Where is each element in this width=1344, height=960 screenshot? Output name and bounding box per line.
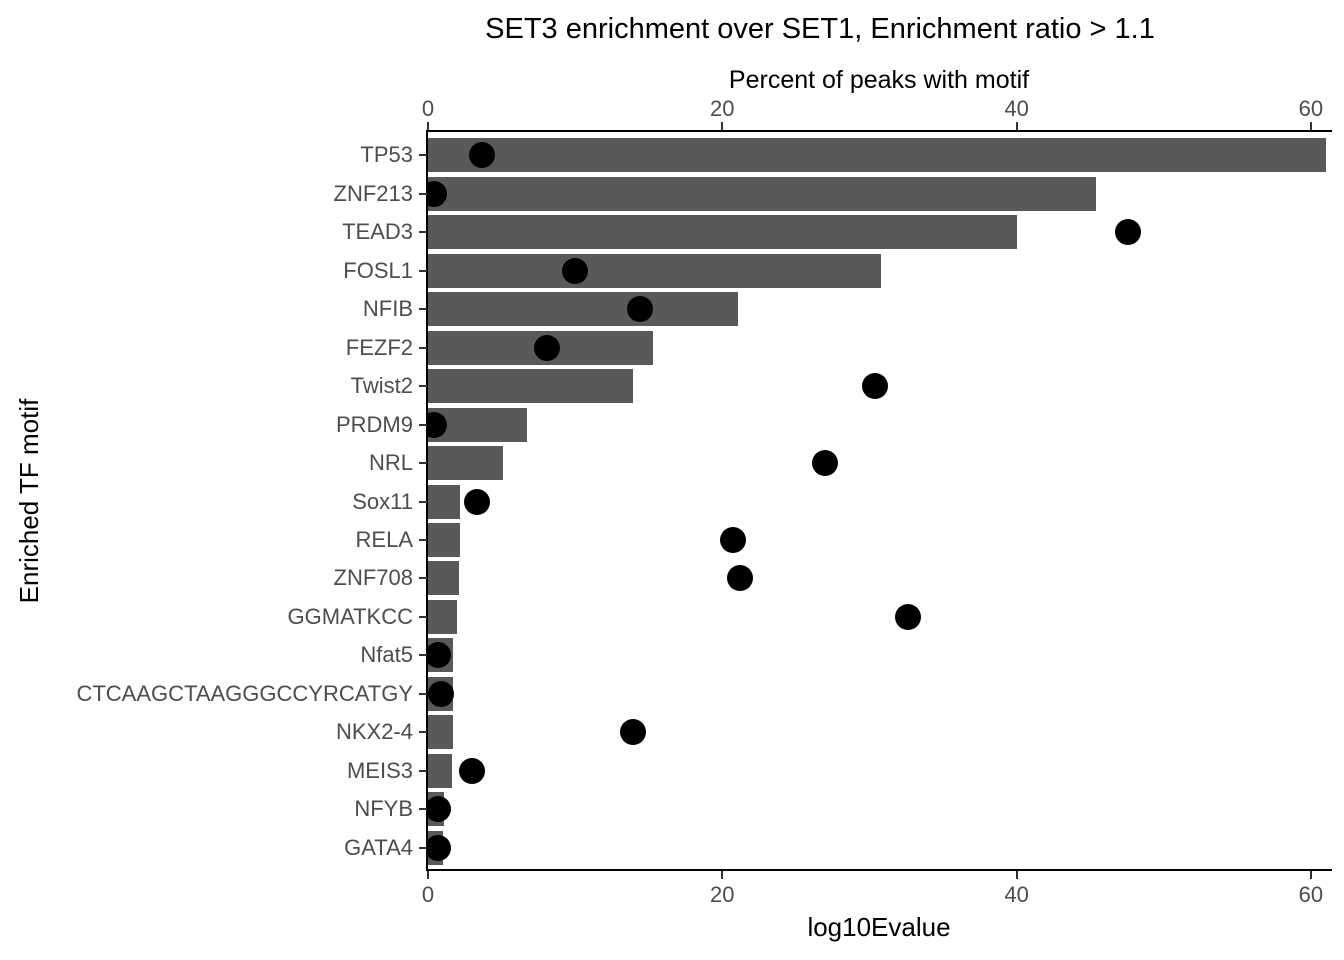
chart-title: SET3 enrichment over SET1, Enrichment ra… <box>485 13 1155 45</box>
category-tick <box>419 615 427 618</box>
bottom-axis-title: log10Evalue <box>807 912 951 942</box>
point-FEZF2 <box>534 334 561 361</box>
point-NKX2-4 <box>619 719 646 746</box>
category-tick <box>419 346 427 349</box>
category-label: FOSL1 <box>343 257 413 283</box>
category-tick <box>419 462 427 464</box>
category-tick <box>419 154 427 157</box>
category-label: FEZF2 <box>345 334 413 360</box>
bottom-axis-tick-label: 60 <box>1298 882 1324 907</box>
category-label: NFYB <box>354 796 413 822</box>
bar-TP53 <box>428 138 1326 173</box>
category-tick <box>419 423 427 426</box>
point-RELA <box>719 526 746 553</box>
top-axis-tick-label: 60 <box>1298 96 1324 121</box>
category-tick <box>419 692 427 695</box>
bar-ZNF708 <box>428 561 459 596</box>
left-axis-line <box>426 130 428 871</box>
category-tick <box>419 269 427 272</box>
category-label: PRDM9 <box>335 411 413 437</box>
bar-TEAD3 <box>428 215 1017 250</box>
category-label: TEAD3 <box>342 219 413 245</box>
bottom-axis-tick <box>427 871 429 879</box>
category-tick <box>419 808 427 811</box>
bottom-axis-tick <box>1015 871 1018 879</box>
category-tick <box>419 308 427 311</box>
category-label: Twist2 <box>350 373 413 399</box>
point-CTCAAGCTAAGGGCCYRCATGY <box>428 680 455 707</box>
top-axis-tick-label: 20 <box>710 96 735 121</box>
point-FOSL1 <box>562 257 589 284</box>
bottom-axis-line <box>426 869 1332 871</box>
point-NRL <box>812 450 839 476</box>
bar-FOSL1 <box>428 253 882 288</box>
bar-NRL <box>428 446 504 480</box>
bar-RELA <box>428 522 461 557</box>
category-label: NRL <box>368 450 413 475</box>
bottom-axis-tick-label: 40 <box>1004 882 1029 907</box>
point-TP53 <box>469 142 496 169</box>
top-axis-title: Percent of peaks with motif <box>728 66 1030 94</box>
bar-Sox11 <box>428 484 461 519</box>
category-label: RELA <box>355 526 413 552</box>
top-axis-tick <box>1015 122 1018 130</box>
category-tick <box>419 577 427 580</box>
category-label: GATA4 <box>344 834 413 860</box>
point-PRDM9 <box>428 411 447 438</box>
point-NFIB <box>626 296 653 323</box>
top-axis-tick-label: 40 <box>1004 96 1029 121</box>
category-tick <box>419 231 427 234</box>
category-label: GGMATKCC <box>287 603 413 629</box>
category-label: Sox11 <box>352 488 413 514</box>
point-MEIS3 <box>459 757 486 784</box>
top-axis-tick-label: 0 <box>421 96 435 121</box>
point-GATA4 <box>428 834 452 861</box>
category-label: TP53 <box>360 142 413 168</box>
bar-NKX2-4 <box>428 715 453 750</box>
point-GGMATKCC <box>894 603 921 630</box>
top-axis-line <box>426 130 1332 132</box>
category-label: ZNF213 <box>333 180 413 206</box>
bottom-axis-tick <box>721 871 724 879</box>
top-axis-tick <box>721 122 724 130</box>
category-label: Nfat5 <box>360 642 413 668</box>
category-label: MEIS3 <box>346 757 413 783</box>
point-NFYB <box>428 796 452 823</box>
point-ZNF213 <box>428 180 447 207</box>
point-Sox11 <box>463 488 490 515</box>
category-tick <box>419 654 427 657</box>
bottom-axis-tick-label: 0 <box>421 882 435 907</box>
category-label: ZNF708 <box>333 565 413 591</box>
top-axis-tick <box>427 122 429 130</box>
category-tick <box>419 731 427 734</box>
top-axis-tick <box>1309 122 1312 130</box>
category-tick <box>419 385 427 388</box>
category-tick <box>419 192 427 195</box>
category-label: CTCAAGCTAAGGGCCYRCATGY <box>76 680 413 706</box>
bottom-axis-tick <box>1309 871 1312 879</box>
category-tick <box>419 500 427 503</box>
point-Twist2 <box>862 373 889 400</box>
category-tick <box>419 846 427 849</box>
category-label: NFIB <box>362 296 413 322</box>
category-tick <box>419 769 427 772</box>
point-ZNF708 <box>726 565 753 592</box>
bar-NFIB <box>428 292 739 327</box>
point-Nfat5 <box>428 642 452 669</box>
point-TEAD3 <box>1115 219 1142 246</box>
category-tick <box>419 538 427 541</box>
bar-GGMATKCC <box>428 599 458 634</box>
plot-panel <box>428 132 1330 871</box>
bar-MEIS3 <box>428 753 452 788</box>
bar-Twist2 <box>428 369 633 404</box>
bottom-axis-tick-label: 20 <box>710 882 735 907</box>
bar-ZNF213 <box>428 176 1097 211</box>
category-label: NKX2-4 <box>335 719 413 745</box>
